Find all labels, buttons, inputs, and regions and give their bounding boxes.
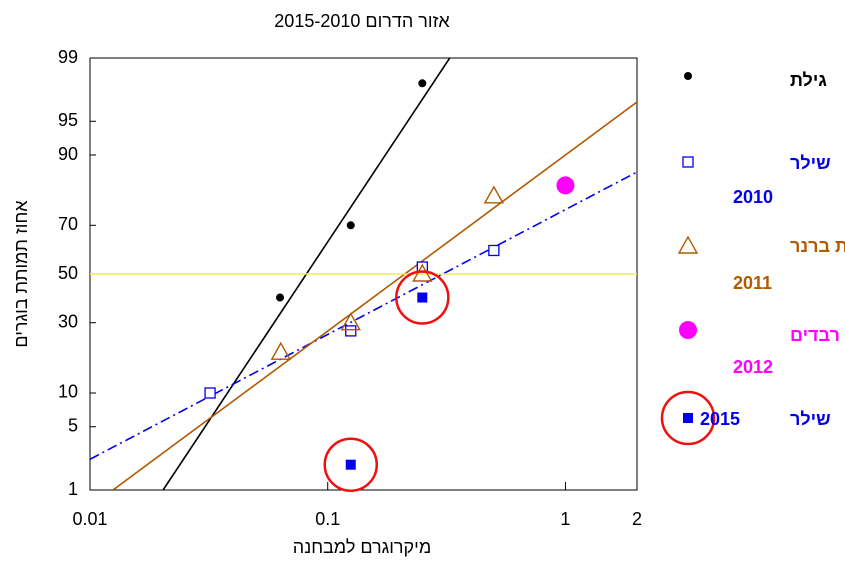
legend-year: 2015 — [700, 409, 740, 429]
y-tick-label: 1 — [68, 479, 78, 499]
fit-line — [90, 171, 637, 460]
y-tick-label: 99 — [58, 47, 78, 67]
x-tick-label: 0.1 — [315, 509, 340, 529]
y-tick-label: 70 — [58, 214, 78, 234]
legend-marker — [677, 235, 699, 254]
y-tick-label: 50 — [58, 263, 78, 283]
y-tick-label: 90 — [58, 144, 78, 164]
point — [488, 244, 500, 257]
highlight-ring — [395, 270, 450, 325]
highlight-ring — [323, 437, 379, 492]
legend-marker — [679, 321, 697, 339]
chart-title: אזור הדרום 2015-2010 — [274, 11, 450, 31]
y-tick-label: 30 — [58, 311, 78, 331]
point — [270, 341, 292, 360]
legend-label: שילר — [790, 409, 831, 429]
point — [483, 185, 505, 204]
legend-label: שילר — [790, 153, 831, 173]
legend-marker — [684, 72, 692, 80]
fit-line — [112, 101, 637, 490]
point — [345, 325, 357, 337]
point — [204, 387, 216, 399]
point — [417, 292, 428, 303]
legend-year: 2012 — [733, 357, 773, 377]
point — [556, 176, 575, 195]
point — [418, 79, 427, 88]
x-tick-label: 0.01 — [72, 509, 107, 529]
legend-label: רבדים — [790, 325, 840, 345]
y-tick-label: 5 — [68, 415, 78, 435]
legend-label: גבעת ברנר — [790, 236, 845, 256]
x-tick-label: 2 — [632, 509, 642, 529]
legend-year: 2010 — [733, 187, 773, 207]
y-tick-label: 10 — [58, 382, 78, 402]
legend-ring — [660, 390, 716, 446]
legend-label: גילת — [790, 70, 827, 90]
legend-marker — [682, 156, 694, 168]
point — [345, 459, 356, 470]
y-axis-label: אחוז תמותת בוגרים — [11, 200, 31, 348]
x-tick-label: 1 — [560, 509, 570, 529]
point — [346, 221, 355, 230]
point — [340, 312, 361, 331]
point — [276, 293, 285, 302]
legend-year: 2011 — [733, 273, 772, 293]
legend-marker — [683, 413, 693, 423]
x-axis-label: מיקרוגרם למבחנה — [293, 537, 431, 557]
y-tick-label: 95 — [58, 110, 78, 130]
